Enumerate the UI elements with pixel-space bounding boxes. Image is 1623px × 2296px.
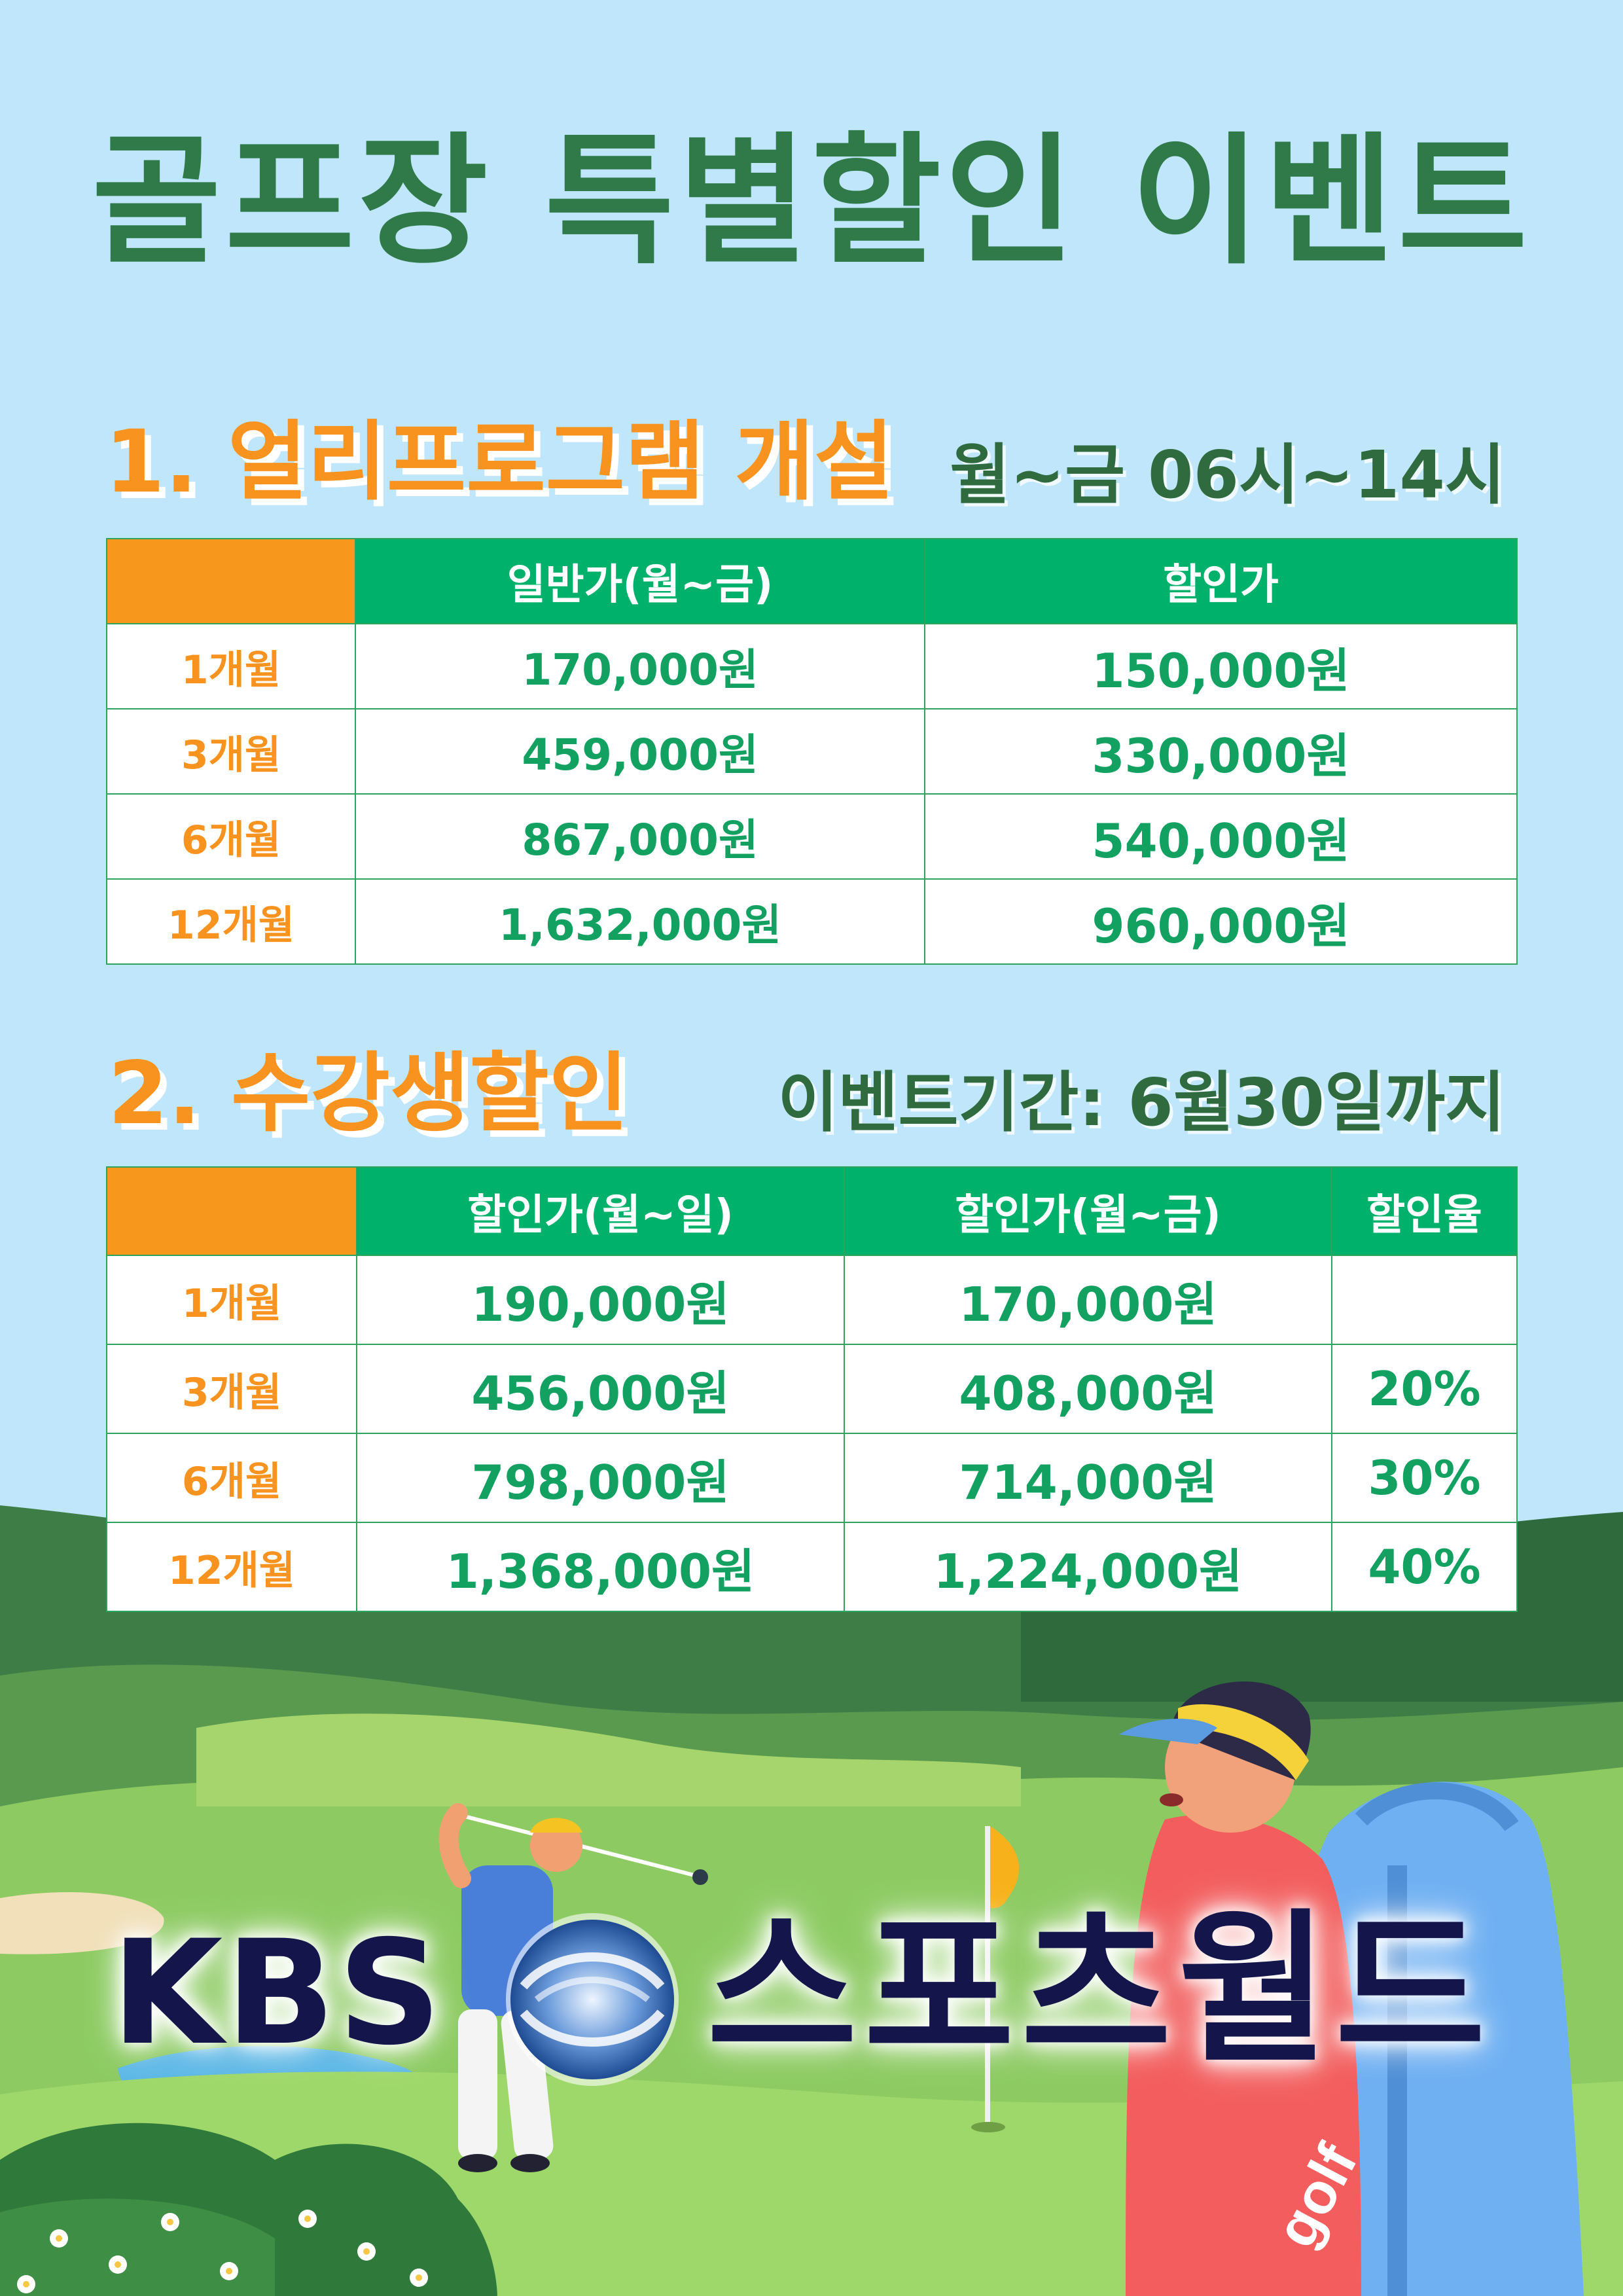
discount-rate: 30% <box>1331 1433 1518 1523</box>
table-row: 6개월 798,000원 714,000원 30% <box>106 1433 1518 1523</box>
section2-title: 2. 수강생할인 <box>108 1043 629 1144</box>
discount-rate: 20% <box>1331 1344 1518 1434</box>
all-week-price: 456,000원 <box>356 1344 845 1434</box>
discount-rate: 40% <box>1331 1522 1518 1612</box>
regular-price: 1,632,000원 <box>355 878 925 965</box>
header-corner-cell <box>106 1166 357 1256</box>
all-week-price: 1,368,000원 <box>356 1522 845 1612</box>
section2-note: 이벤트기간: 6월30일까지 <box>777 1064 1505 1141</box>
weekday-price: 1,224,000원 <box>844 1522 1332 1612</box>
table-row: 1개월 170,000원 150,000원 <box>106 623 1518 709</box>
table-row: 1개월 190,000원 170,000원 <box>106 1255 1518 1345</box>
regular-price: 867,000원 <box>355 793 925 880</box>
sportsworld-name: 스포츠월드 <box>707 1894 1492 2085</box>
table-row: 12개월 1,632,000원 960,000원 <box>106 878 1518 965</box>
kbs-globe-icon <box>506 1913 679 2086</box>
table-header-row: 할인가(월~일) 할인가(월~금) 할인율 <box>106 1166 1518 1256</box>
all-week-price: 190,000원 <box>356 1255 845 1345</box>
table-row: 6개월 867,000원 540,000원 <box>106 793 1518 880</box>
period-label: 12개월 <box>106 1522 357 1612</box>
period-label: 3개월 <box>106 708 356 795</box>
flowers <box>17 2210 428 2293</box>
kbs-sportsworld-logo: KBS 스포츠월드 <box>111 1901 1512 2098</box>
flag-pin <box>971 1826 1020 2132</box>
student-discount-table: 할인가(월~일) 할인가(월~금) 할인율 1개월 190,000원 170,0… <box>106 1166 1518 1612</box>
regular-price: 459,000원 <box>355 708 925 795</box>
early-program-table: 일반가(월~금) 할인가 1개월 170,000원 150,000원 3개월 4… <box>106 538 1518 965</box>
section1-note: 월~금 06시~14시 <box>950 437 1505 513</box>
header-discount-weekday: 할인가(월~금) <box>844 1166 1332 1256</box>
sand-bunker <box>0 1892 164 1954</box>
discount-price: 960,000원 <box>924 878 1518 965</box>
discount-price: 540,000원 <box>924 793 1518 880</box>
regular-price: 170,000원 <box>355 623 925 709</box>
weekday-price: 714,000원 <box>844 1433 1332 1523</box>
period-label: 12개월 <box>106 878 356 965</box>
page-title: 골프장 특별할인 이벤트 <box>92 119 1531 283</box>
period-label: 1개월 <box>106 1255 357 1345</box>
table-header-row: 일반가(월~금) 할인가 <box>106 538 1518 624</box>
discount-rate <box>1331 1255 1518 1345</box>
weekday-price: 170,000원 <box>844 1255 1332 1345</box>
period-label: 3개월 <box>106 1344 357 1434</box>
table-row: 3개월 459,000원 330,000원 <box>106 708 1518 795</box>
table-row: 12개월 1,368,000원 1,224,000원 40% <box>106 1522 1518 1612</box>
weekday-price: 408,000원 <box>844 1344 1332 1434</box>
header-corner-cell <box>106 538 356 624</box>
period-label: 1개월 <box>106 623 356 709</box>
standing-golfer <box>1119 1681 1361 2296</box>
all-week-price: 798,000원 <box>356 1433 845 1523</box>
discount-price: 150,000원 <box>924 623 1518 709</box>
header-regular-price: 일반가(월~금) <box>355 538 925 624</box>
header-discount-price: 할인가 <box>924 538 1518 624</box>
period-label: 6개월 <box>106 1433 357 1523</box>
header-discount-all-week: 할인가(월~일) <box>356 1166 845 1256</box>
discount-price: 330,000원 <box>924 708 1518 795</box>
section1-title: 1. 얼리프로그램 개설 <box>105 412 894 512</box>
table-row: 3개월 456,000원 408,000원 20% <box>106 1344 1518 1434</box>
header-discount-rate: 할인율 <box>1331 1166 1518 1256</box>
period-label: 6개월 <box>106 793 356 880</box>
kbs-brand: KBS <box>111 1909 444 2077</box>
